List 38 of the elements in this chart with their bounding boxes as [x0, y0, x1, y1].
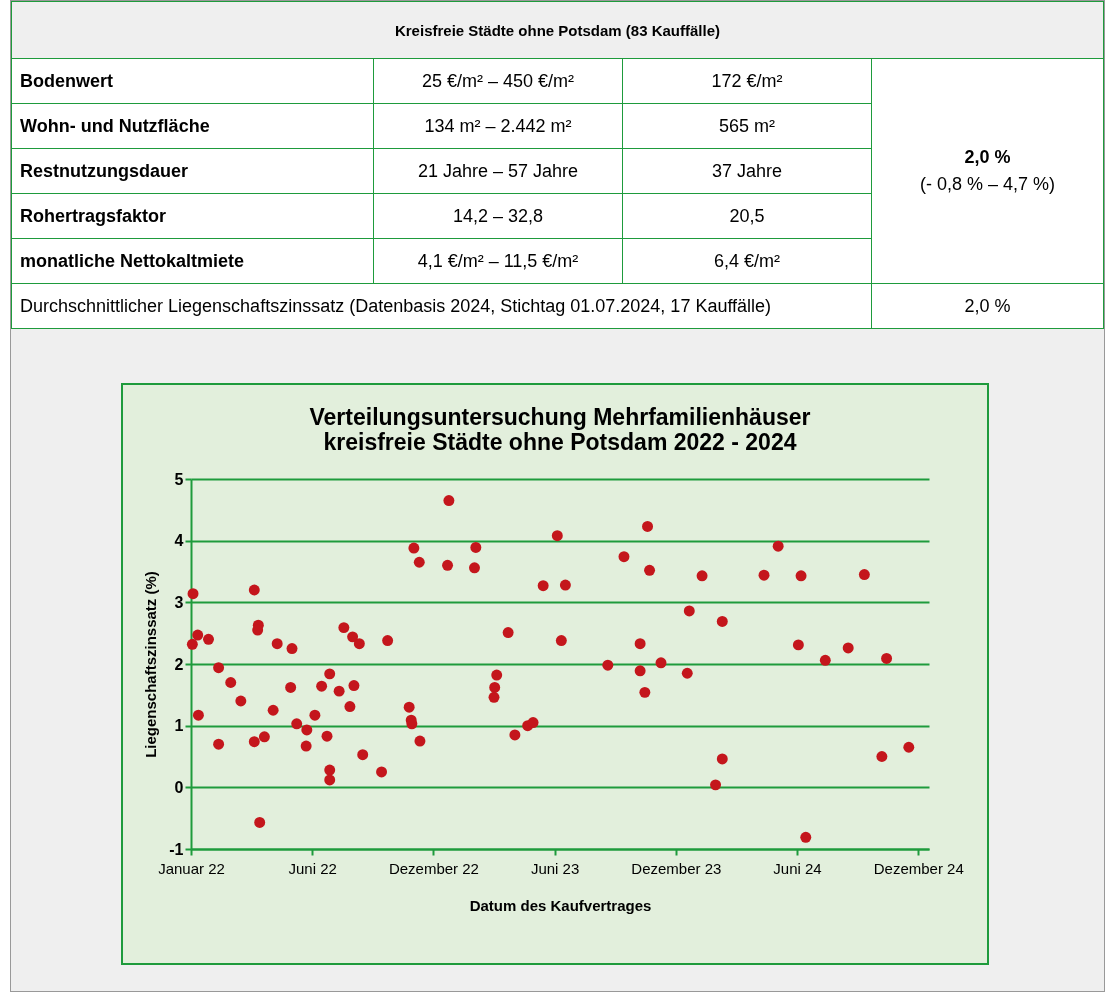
y-tick-label: 0 [174, 778, 184, 796]
x-tick-label: Dezember 22 [388, 859, 479, 877]
y-axis-title: Liegenschaftszinssatz (%) [142, 571, 160, 758]
y-tick-label: 2 [174, 655, 184, 673]
text: Wohn- und Nutzfläche [11, 103, 374, 149]
x-tick-label: Dezember 24 [873, 859, 964, 877]
text: Durchschnittlicher Liegenschaftszinssatz (Datenbasis 2024, Stichtag 01.07.2024, 17 Kauffälle) [11, 283, 872, 329]
text: 2,0 % [871, 283, 1104, 329]
y-tick-label: 4 [174, 532, 184, 550]
text: 6,4 €/m² [622, 238, 872, 284]
x-tick-label: Januar 22 [158, 859, 225, 877]
text: (- 0,8 % – 4,7 %) [918, 174, 1057, 195]
text: Kreisfreie Städte ohne Potsdam (83 Kauffälle) [11, 1, 1104, 59]
y-tick-label: 1 [174, 717, 184, 735]
y-tick-label: 3 [174, 593, 184, 611]
y-tick-label: -1 [169, 840, 184, 858]
text: 134 m² – 2.442 m² [373, 103, 623, 149]
chart-subtitle: kreisfreie Städte ohne Potsdam 2022 - 2024 [323, 429, 797, 455]
x-tick-label: Juni 23 [530, 859, 580, 877]
text: 172 €/m² [622, 58, 872, 104]
text: 37 Jahre [622, 148, 872, 194]
text: 565 m² [622, 103, 872, 149]
text: 2,0 % [963, 147, 1012, 168]
x-tick-label: Dezember 23 [631, 859, 722, 877]
x-tick-label: Juni 24 [773, 859, 822, 877]
text: 14,2 – 32,8 [373, 193, 623, 239]
chart-title: Verteilungsuntersuchung Mehrfamilienhäuser [309, 404, 811, 430]
text: Rohertragsfaktor [11, 193, 374, 239]
text: monatliche Nettokaltmiete [11, 238, 374, 284]
x-tick-label: Juni 22 [288, 859, 337, 877]
text: Bodenwert [11, 58, 374, 104]
text: 4,1 €/m² – 11,5 €/m² [373, 238, 623, 284]
text: Restnutzungsdauer [11, 148, 374, 194]
y-tick-label: 5 [174, 470, 184, 488]
text: 21 Jahre – 57 Jahre [373, 148, 623, 194]
text: 25 €/m² – 450 €/m² [373, 58, 623, 104]
text: 20,5 [622, 193, 872, 239]
x-axis-title: Datum des Kaufvertrages [469, 896, 652, 914]
